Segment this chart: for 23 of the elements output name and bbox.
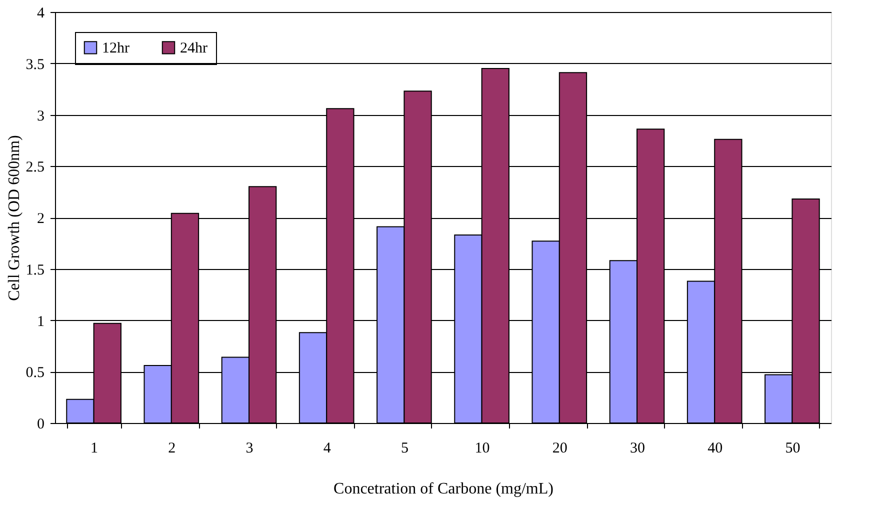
y-tick-label: 4	[37, 6, 45, 22]
legend-label: 12hr	[102, 40, 130, 57]
y-tick-label: 0.5	[26, 365, 44, 382]
y-tick-label: 1.5	[26, 262, 44, 278]
x-tick-label: 10	[474, 440, 490, 456]
y-tick-label: 2.5	[26, 160, 44, 176]
x-tick-label: 3	[246, 440, 254, 456]
x-tick-label: 30	[630, 440, 645, 456]
y-tick-label: 3	[37, 108, 44, 124]
y-tick-label: 3.5	[26, 56, 44, 73]
y-tick-label: 2	[37, 211, 44, 227]
x-tick-label: 1	[90, 440, 98, 456]
x-tick-label: 50	[785, 440, 800, 456]
x-tick-label: 4	[323, 440, 332, 456]
x-tick-label: 20	[552, 440, 568, 456]
x-axis-title: Concetration of Carbone (mg/mL)	[334, 480, 554, 498]
x-tick-label: 2	[168, 440, 176, 456]
y-tick-label: 0	[37, 416, 44, 432]
y-axis-title: Cell Growth (OD 600nm)	[6, 135, 23, 301]
x-tick-label: 40	[708, 440, 723, 456]
x-tick-label: 5	[400, 440, 408, 456]
legend-label: 24hr	[180, 40, 208, 57]
y-tick-label: 1	[37, 314, 44, 330]
